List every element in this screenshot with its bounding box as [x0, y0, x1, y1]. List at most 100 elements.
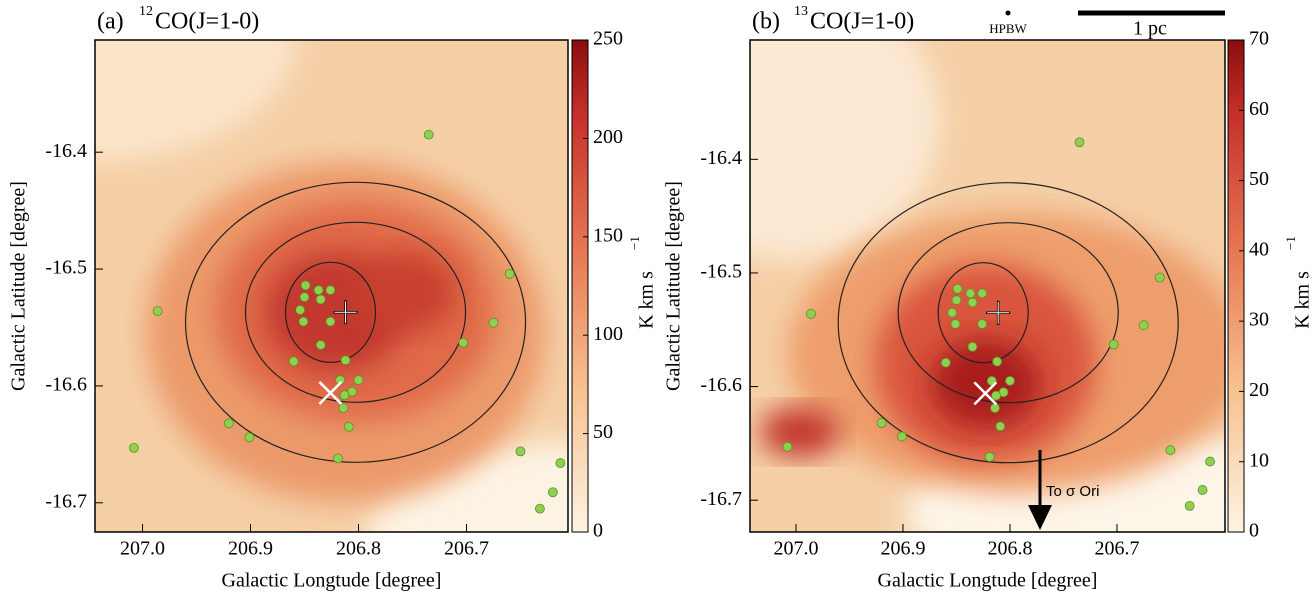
y-tick-label: -16.4 [45, 140, 87, 162]
y-tick-label: -16.6 [700, 374, 742, 396]
yso-point [965, 288, 976, 299]
plot-frame [94, 39, 569, 533]
x-tick-label: 206.9 [228, 538, 273, 560]
yso-point [224, 418, 234, 429]
colorbar [571, 39, 589, 533]
contour [897, 222, 1119, 404]
map-emission [368, 442, 568, 532]
x-axis-title: Galactic Longtude [degree] [222, 570, 442, 592]
x-tick-label: 206.9 [880, 538, 925, 560]
yso-point [806, 308, 816, 319]
isotope: 13 [794, 4, 808, 19]
yso-point [547, 487, 558, 498]
yso-point [990, 403, 1000, 414]
colorbar-tick-label: 100 [593, 323, 623, 345]
yso-point [288, 356, 299, 367]
yso-point [333, 453, 343, 464]
yso-point [952, 283, 963, 294]
line-name: CO(J=1-0) [810, 9, 914, 35]
yso-point [950, 319, 961, 329]
colorbar-tick-label: 20 [1249, 379, 1269, 401]
yso-point [299, 292, 310, 303]
y-tick-label: -16.7 [700, 488, 742, 510]
map-emission [760, 407, 840, 457]
yso-point [339, 390, 350, 401]
yso-point [535, 503, 545, 514]
yso-point [876, 418, 887, 428]
yso-point [315, 340, 326, 350]
colorbar-tick-label: 50 [593, 421, 613, 443]
contour [284, 261, 377, 363]
x-axis-title: Galactic Longtude [degree] [878, 570, 1098, 592]
colorbar-tick-label: 200 [593, 126, 623, 148]
yso-point [325, 285, 336, 295]
map-emission [930, 338, 1041, 429]
colorbar-tick-label: 40 [1249, 238, 1269, 260]
beam [1005, 10, 1011, 16]
yso-point [991, 390, 1001, 401]
yso-point [1197, 485, 1208, 495]
colorbar-tick-label: 0 [1249, 520, 1259, 542]
x-tick-label: 206.8 [987, 538, 1032, 560]
yso-point [504, 268, 515, 279]
yso-point [298, 316, 309, 327]
yso-point [967, 341, 978, 352]
map-emission [750, 40, 940, 260]
yso-point [353, 375, 364, 385]
yso-point [152, 306, 163, 317]
panel-label: (b) [752, 9, 780, 35]
yso-point [458, 337, 469, 348]
colorbar-label-sup: −1 [1283, 236, 1298, 250]
y-tick-label: -16.7 [45, 490, 87, 512]
yso-point [1005, 375, 1015, 386]
yso-point [128, 442, 139, 453]
yso-point [244, 432, 255, 443]
colorbar-label: K km s [1292, 271, 1312, 329]
colorbar-tick-label: 70 [1249, 28, 1269, 50]
colorbar-tick-label: 150 [593, 224, 623, 246]
colorbar-tick-label: 250 [593, 28, 623, 50]
colorbar-label: K km s [636, 271, 658, 329]
y-tick-label: -16.5 [45, 257, 87, 279]
yso-point [992, 356, 1003, 367]
y-tick-label: -16.4 [700, 147, 742, 169]
yso-point [325, 316, 336, 327]
yso-point [977, 319, 988, 329]
yso-point [1165, 445, 1176, 456]
yso-point [947, 307, 958, 318]
yso-point [967, 297, 978, 308]
yso-point [515, 446, 526, 457]
scale-label: 1 pc [1133, 18, 1167, 40]
beam-label: HPBW [989, 21, 1027, 36]
map-emission [95, 40, 295, 160]
yso-point [1184, 500, 1195, 511]
plot-frame [749, 39, 1226, 533]
yso-point [782, 441, 793, 452]
panel-label: (a) [97, 9, 124, 35]
contour [837, 182, 1179, 464]
colorbar-tick-label: 30 [1249, 309, 1269, 331]
yso-point [295, 305, 306, 315]
x-tick-label: 207.0 [120, 538, 165, 560]
map-background [750, 40, 1225, 532]
yso-point [343, 421, 354, 432]
line-name: CO(J=1-0) [155, 9, 259, 35]
colorbar-label-sup: −1 [627, 236, 642, 250]
yso-point [1205, 456, 1215, 467]
yso-point [1108, 339, 1119, 350]
yso-point [300, 280, 311, 291]
yso-point [897, 431, 907, 442]
contour [937, 262, 1029, 364]
cross-marker [318, 381, 343, 405]
yso-point [315, 294, 326, 305]
colorbar-tick-label: 0 [593, 520, 603, 542]
map-emission [355, 252, 456, 333]
isotope: 12 [139, 4, 153, 19]
y-axis-title: Galactic Latitude [degree] [8, 181, 30, 391]
y-tick-label: -16.6 [45, 374, 87, 396]
x-tick-label: 207.0 [774, 538, 819, 560]
yso-point [555, 458, 566, 468]
x-tick-label: 206.8 [336, 538, 381, 560]
cross-marker [973, 381, 998, 406]
